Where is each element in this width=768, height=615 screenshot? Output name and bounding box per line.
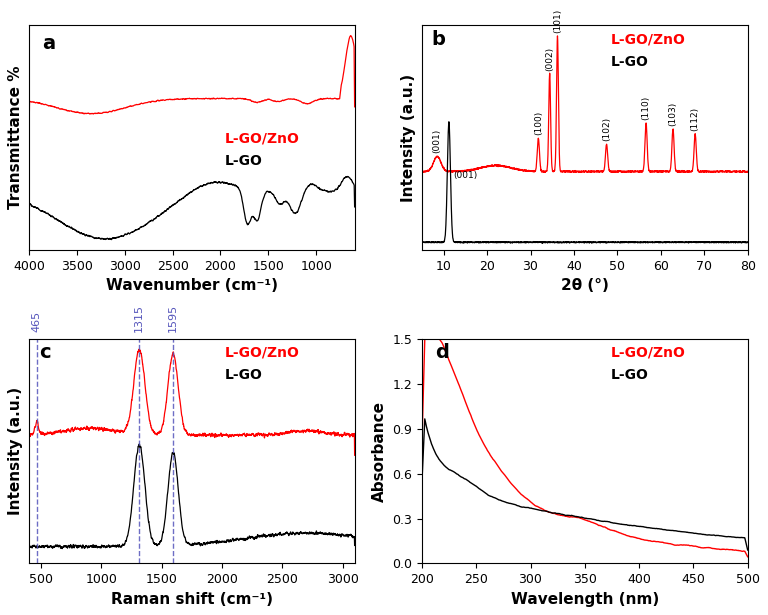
Text: L-GO/ZnO: L-GO/ZnO	[611, 346, 686, 360]
X-axis label: 2θ (°): 2θ (°)	[561, 278, 609, 293]
Text: c: c	[38, 343, 50, 362]
Text: L-GO: L-GO	[224, 368, 262, 383]
Text: (103): (103)	[668, 102, 677, 126]
Text: (101): (101)	[553, 9, 562, 33]
Text: (110): (110)	[641, 96, 650, 121]
Text: 1595: 1595	[168, 304, 178, 332]
Text: b: b	[432, 30, 445, 49]
Y-axis label: Absorbance: Absorbance	[372, 400, 386, 502]
Text: (102): (102)	[602, 117, 611, 141]
Text: 465: 465	[31, 311, 41, 332]
X-axis label: Raman shift (cm⁻¹): Raman shift (cm⁻¹)	[111, 592, 273, 606]
Text: d: d	[435, 343, 449, 362]
Text: L-GO: L-GO	[611, 368, 649, 383]
Text: L-GO/ZnO: L-GO/ZnO	[224, 346, 300, 360]
Text: L-GO: L-GO	[611, 55, 649, 69]
Text: L-GO/ZnO: L-GO/ZnO	[611, 33, 686, 46]
Text: (112): (112)	[690, 106, 700, 131]
Text: (100): (100)	[534, 111, 543, 135]
Text: a: a	[42, 34, 55, 54]
Y-axis label: Transmittance %: Transmittance %	[8, 66, 23, 209]
X-axis label: Wavenumber (cm⁻¹): Wavenumber (cm⁻¹)	[106, 278, 278, 293]
Text: L-GO/ZnO: L-GO/ZnO	[224, 131, 300, 145]
X-axis label: Wavelength (nm): Wavelength (nm)	[511, 592, 659, 606]
Text: (001): (001)	[453, 171, 478, 180]
Y-axis label: Intensity (a.u.): Intensity (a.u.)	[8, 387, 23, 515]
Text: (001): (001)	[432, 129, 442, 153]
Y-axis label: Intensity (a.u.): Intensity (a.u.)	[402, 74, 416, 202]
Text: (002): (002)	[545, 46, 554, 71]
Text: 1315: 1315	[134, 304, 144, 332]
Text: L-GO: L-GO	[224, 154, 262, 167]
